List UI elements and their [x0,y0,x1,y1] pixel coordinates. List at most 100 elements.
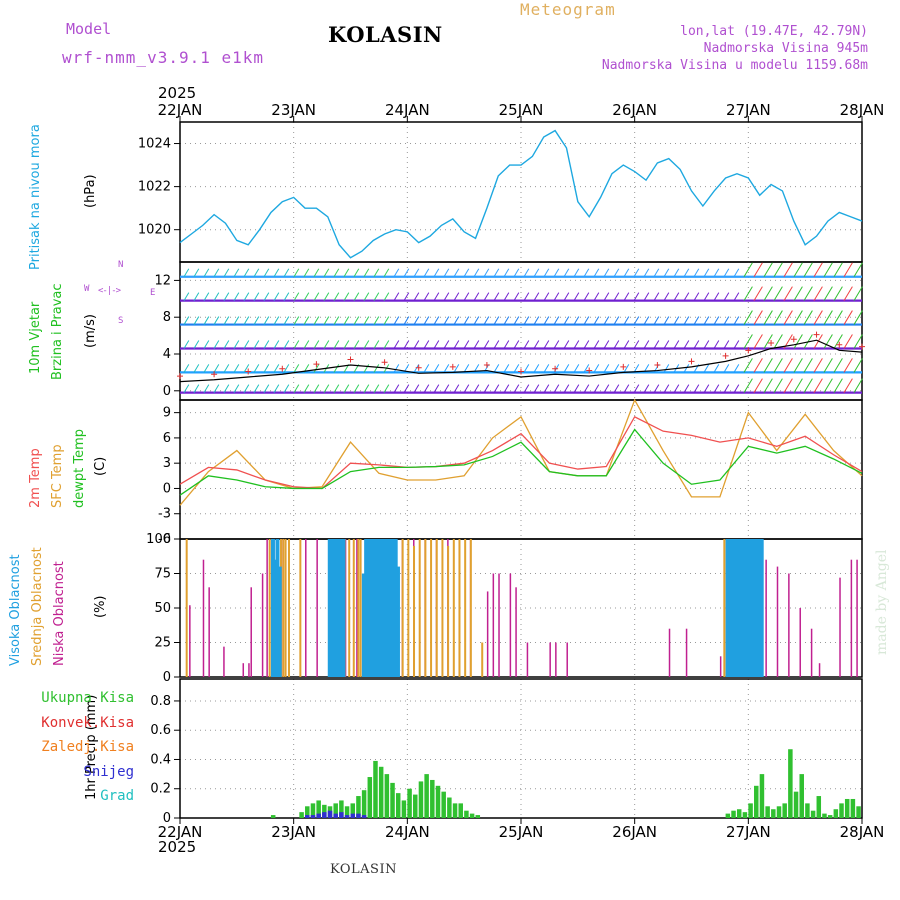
wind-gust-marker [620,363,627,370]
wind-barb [243,268,250,277]
wind-barb [693,384,700,393]
cloud-bar-low [555,642,557,677]
wind-barb [613,364,620,373]
wind-barb [593,292,600,301]
wind-barb [783,358,793,373]
wind-barb [553,316,560,325]
wind-barb [203,364,210,373]
cloud-bar-mid [430,539,433,677]
wind-barb [513,384,520,393]
wind-barb [473,384,480,393]
cloud-bar-high [393,539,398,677]
lonlat-label: lon,lat (19.47E, 42.79N) [680,24,868,39]
wind-barb [553,292,560,301]
wind-barb [503,340,510,349]
wind-barb [453,364,460,373]
precip-bar-total [856,806,861,818]
wind-barb [503,364,510,373]
x-label-bottom-25JAN: 25JAN [499,823,544,841]
cloud-bar-low [719,656,722,677]
wind-barb [423,364,430,373]
wind-barb [403,340,410,349]
wind-barb [613,316,620,325]
precip-bar-total [395,793,401,818]
cloud-bar-high [368,539,373,677]
wind-barb [213,292,220,301]
cloud-bar-mid [481,642,484,677]
cloud-bar-high [277,566,282,677]
cloud-bar-high [375,539,380,677]
wind-barb [603,340,610,349]
wind-barb [633,316,640,325]
model-name: wrf-nmm_v3.9.1 e1km [62,48,265,67]
wind-barb [723,340,730,349]
precip-bar-snow [356,813,361,818]
precip-bar-total [759,774,765,818]
wind-barb [433,384,440,393]
cloud-bar-low [765,559,767,677]
precip-bar-total [810,810,816,818]
wind-barb [633,340,640,349]
wind-barb [623,292,630,301]
precip-bar-total [771,809,776,818]
wind-gust-marker [688,358,695,365]
wind-barb [763,286,773,301]
wind-barb [603,292,610,301]
wind-barb [763,358,773,373]
y-tick-label: 1022 [138,180,171,195]
precip-bar-snow [316,813,321,818]
compass-w: W [84,284,90,294]
year-top: 2025 [158,84,197,102]
wind-barb [813,378,823,393]
wind-barb [483,268,490,277]
cloud-bar-high [275,539,280,677]
wind-barb [253,292,260,301]
wind-barb [223,316,230,325]
wind-barb [343,340,350,349]
wind-barb [663,384,670,393]
wind-barb [303,316,310,325]
x-label-top-27JAN: 27JAN [726,101,771,119]
wind-barb [833,378,843,393]
wind-barb [333,316,340,325]
cloud-bar-high [339,539,344,677]
model-elevation-label: Nadmorska Visina u modelu 1159.68m [601,58,868,73]
wind-barb [713,316,720,325]
wind-gust-marker [836,341,843,348]
pressure-line [179,129,863,259]
wind-barb [483,316,490,325]
wind-barb [383,292,390,301]
wind-barb [523,268,530,277]
wind-barb [733,268,740,277]
cloud-bar-mid [282,539,285,677]
wind-barb [193,364,200,373]
cloud-bar-low [242,663,245,677]
cloud-bar-high [755,539,760,677]
wind-barb [713,364,720,373]
wind-barb [303,292,310,301]
precip-bar-total [776,806,782,818]
wind-barb [463,292,470,301]
y-tick-label: 50 [154,601,171,616]
wind-barb [383,340,390,349]
wind-barb [823,358,833,373]
wind-barb [363,340,370,349]
wind-barb [573,384,580,393]
wind-barb [673,340,680,349]
cloud-bar-low [549,642,551,677]
precip-bar-total [839,803,844,818]
y-tick-label: 75 [154,567,171,582]
y-tick-label: -3 [158,507,171,522]
wind-barb [813,262,823,277]
wind-barb [773,286,783,301]
precip-bar-total [305,806,310,818]
wind-barb [413,316,420,325]
wind-barb [243,292,250,301]
wind-barb [223,340,230,349]
wind-barb [463,384,470,393]
wind-barb [713,268,720,277]
precip-bar-total [310,803,316,818]
wind-barb [263,268,270,277]
